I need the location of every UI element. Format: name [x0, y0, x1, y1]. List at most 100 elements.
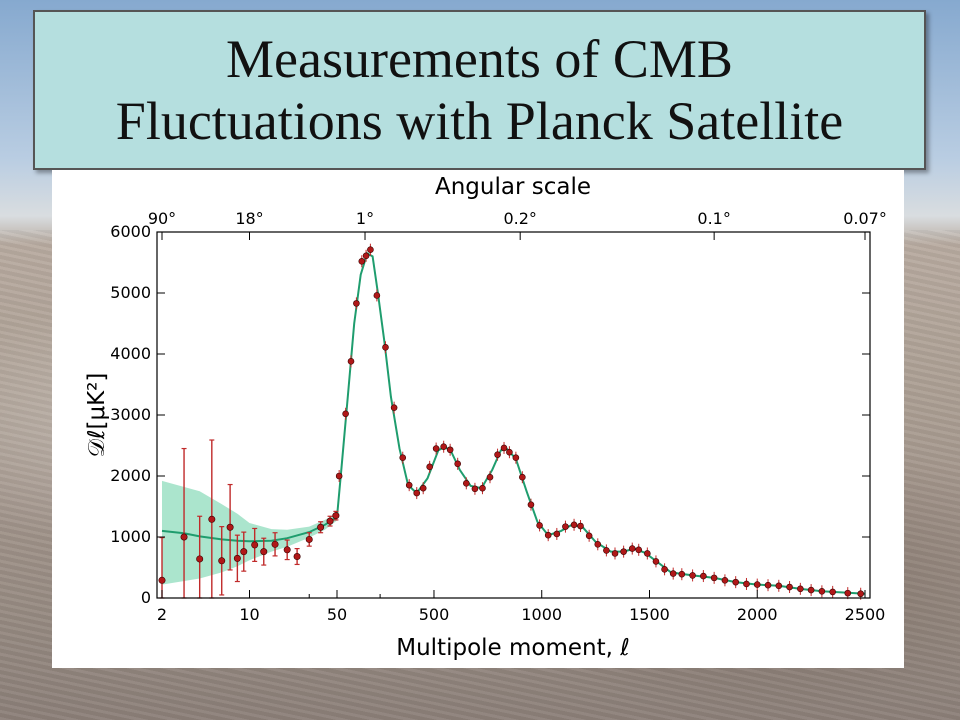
data-point — [620, 548, 627, 555]
data-point — [419, 484, 427, 492]
slide-title-line-2: Fluctuations with Planck Satellite — [115, 91, 844, 151]
data-point — [283, 546, 291, 554]
data-point — [512, 454, 520, 462]
data-point — [603, 547, 610, 554]
model-curve-layer — [161, 251, 866, 595]
data-point — [382, 343, 389, 351]
y-tick-label: 5000 — [110, 283, 151, 302]
data-point — [764, 581, 772, 589]
data-point — [332, 512, 340, 520]
data-point — [577, 522, 584, 530]
data-point — [260, 548, 268, 556]
top-tick-label: 0.2° — [503, 209, 536, 228]
data-point — [689, 572, 696, 579]
data-point — [446, 446, 454, 454]
data-point — [305, 535, 313, 543]
y-tick-label: 4000 — [110, 344, 151, 363]
slide-title-line-1: Measurements of CMB — [226, 29, 733, 89]
data-point — [857, 590, 864, 598]
data-point — [362, 252, 370, 260]
data-point — [494, 451, 501, 458]
data-point — [844, 589, 852, 597]
top-tick-label: 18° — [235, 209, 263, 228]
data-point — [644, 550, 651, 557]
data-point — [585, 532, 593, 540]
power-spectrum-chart: 2 10 50 500 1000 1500 2000 2500 0 1000 2000 3000 40… — [84, 174, 887, 661]
data-point — [196, 555, 204, 563]
data-point — [786, 583, 793, 591]
data-point — [818, 587, 826, 595]
data-point — [367, 246, 374, 253]
data-point — [635, 546, 643, 554]
data-point — [710, 574, 718, 582]
data-point — [611, 550, 619, 557]
data-point — [399, 454, 407, 462]
data-point — [743, 580, 750, 588]
data-points-layer — [158, 243, 864, 600]
data-point — [218, 557, 226, 565]
data-point — [326, 517, 334, 525]
data-point — [753, 581, 761, 588]
data-point — [208, 515, 216, 523]
data-point — [413, 489, 421, 497]
data-point — [426, 463, 433, 471]
data-point — [570, 521, 578, 529]
x-tick-label: 2 — [157, 605, 167, 624]
y-axis-label: 𝒟ℓ[μK²] — [84, 373, 110, 458]
data-point — [390, 404, 398, 411]
data-point — [775, 582, 783, 590]
data-point — [226, 523, 234, 531]
data-point — [527, 501, 535, 508]
x-tick-label: 1000 — [521, 605, 562, 624]
data-point — [652, 558, 660, 565]
x-tick-label: 50 — [327, 605, 347, 624]
data-point — [463, 480, 470, 487]
cosmic-variance-band-layer — [162, 480, 337, 585]
data-point — [479, 484, 486, 492]
x-tick-label: 1500 — [629, 605, 670, 624]
data-point — [251, 541, 259, 549]
chart-panel: 2 10 50 500 1000 1500 2000 2500 0 1000 2000 3000 40… — [52, 170, 904, 668]
data-point — [562, 523, 569, 530]
data-point — [432, 445, 440, 452]
data-point — [536, 522, 543, 529]
data-point — [506, 448, 513, 456]
y-tick-label: 6000 — [110, 222, 151, 241]
x-tick-label: 10 — [239, 605, 259, 624]
data-point — [440, 443, 447, 451]
title-box: Measurements of CMB Fluctuations with Pl… — [33, 10, 926, 170]
data-point — [553, 530, 561, 538]
data-point — [519, 473, 526, 481]
data-point — [471, 485, 479, 493]
data-point — [628, 545, 636, 552]
y-axis-ticks: 0 1000 2000 3000 4000 5000 6000 — [110, 222, 870, 607]
data-point — [661, 566, 668, 573]
data-point — [544, 531, 552, 539]
y-tick-label: 2000 — [110, 466, 151, 485]
data-point — [669, 570, 677, 577]
data-point — [342, 410, 349, 418]
data-point — [271, 540, 279, 548]
data-point — [240, 548, 248, 556]
data-point — [486, 473, 494, 481]
x-tick-label: 2000 — [737, 605, 778, 624]
data-point — [293, 553, 301, 561]
y-tick-label: 1000 — [110, 527, 151, 546]
data-point — [700, 572, 707, 580]
data-point — [807, 586, 815, 594]
data-point — [797, 585, 804, 593]
model-curve — [161, 251, 866, 595]
data-point — [732, 578, 739, 586]
data-point — [158, 576, 166, 584]
data-point — [335, 472, 343, 480]
data-point — [678, 570, 686, 578]
data-point — [233, 554, 241, 562]
data-point — [317, 523, 325, 531]
data-point — [353, 300, 360, 307]
data-point — [358, 257, 366, 265]
y-tick-label: 0 — [141, 588, 151, 607]
top-axis-ticks: 90° 18° 1° 0.2° 0.1° 0.07° — [148, 209, 887, 240]
top-tick-label: 0.1° — [697, 209, 730, 228]
data-point — [405, 481, 413, 489]
top-tick-label: 90° — [148, 209, 176, 228]
